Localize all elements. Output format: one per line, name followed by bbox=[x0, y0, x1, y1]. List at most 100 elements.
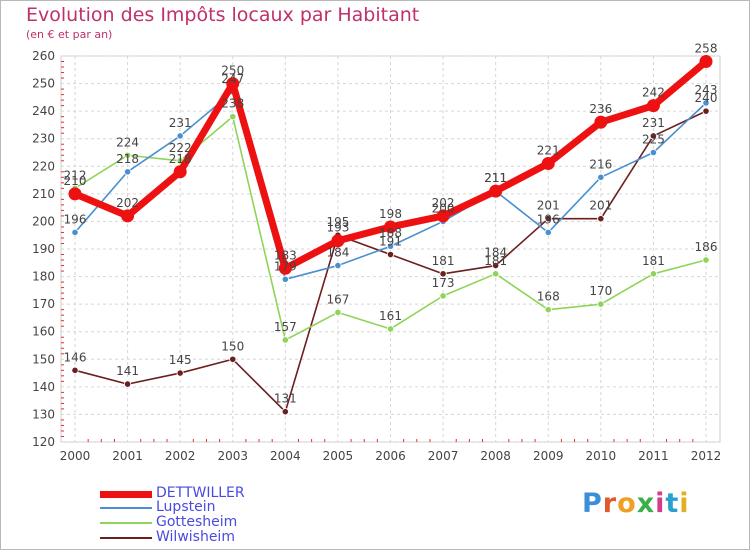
logo-letter: r bbox=[602, 488, 618, 519]
data-label: 231 bbox=[642, 116, 665, 130]
data-label: 211 bbox=[484, 171, 507, 185]
data-point-dettwiller bbox=[594, 115, 608, 129]
legend-label: DETTWILLER bbox=[156, 485, 245, 501]
data-point-lupstein bbox=[702, 99, 710, 107]
data-label: 238 bbox=[221, 97, 244, 111]
data-label: 198 bbox=[379, 207, 402, 221]
data-point-dettwiller bbox=[646, 99, 660, 113]
x-tick-label: 2007 bbox=[428, 449, 459, 463]
data-label: 191 bbox=[379, 235, 402, 249]
y-tick-label: 170 bbox=[32, 297, 55, 311]
x-tick-label: 2012 bbox=[691, 449, 722, 463]
data-label: 181 bbox=[642, 254, 665, 268]
logo-letter: P bbox=[582, 488, 603, 519]
data-label: 195 bbox=[326, 215, 349, 229]
data-label: 184 bbox=[326, 246, 349, 260]
x-tick-label: 2001 bbox=[112, 449, 143, 463]
data-point-wilwisheim bbox=[176, 369, 184, 377]
legend-entry-lupstein: Lupstein bbox=[100, 499, 320, 516]
data-point-wilwisheim bbox=[386, 250, 395, 259]
data-point-lupstein bbox=[334, 261, 342, 270]
data-label: 221 bbox=[537, 144, 560, 158]
data-point-gottesheim bbox=[597, 300, 605, 308]
data-label: 196 bbox=[537, 212, 560, 226]
data-point-lupstein bbox=[386, 242, 395, 250]
data-label: 240 bbox=[695, 91, 718, 105]
legend-label: Wilwisheim bbox=[156, 529, 235, 545]
data-label: 218 bbox=[169, 152, 192, 166]
data-point-dettwiller bbox=[68, 187, 82, 201]
data-label: 243 bbox=[695, 83, 718, 97]
data-point-wilwisheim bbox=[597, 215, 605, 223]
legend-swatch bbox=[100, 537, 152, 539]
data-label: 210 bbox=[64, 174, 87, 188]
logo-letter: i bbox=[655, 488, 666, 519]
data-point-gottesheim bbox=[702, 256, 710, 264]
data-point-dettwiller bbox=[436, 209, 450, 223]
x-tick-label: 2011 bbox=[638, 449, 669, 463]
x-tick-label: 2002 bbox=[165, 449, 196, 463]
data-label: 216 bbox=[589, 157, 612, 171]
chart-title: Evolution des Impôts locaux par Habitant bbox=[26, 4, 420, 26]
data-point-lupstein bbox=[71, 228, 79, 237]
data-label: 218 bbox=[116, 152, 139, 166]
legend-entry-dettwiller: DETTWILLER bbox=[100, 485, 320, 502]
data-label: 146 bbox=[64, 350, 87, 364]
data-label: 186 bbox=[695, 240, 718, 254]
data-label: 242 bbox=[642, 86, 665, 100]
proxiti-logo: Proxiti bbox=[582, 488, 690, 519]
data-label: 184 bbox=[484, 246, 507, 260]
data-point-wilwisheim bbox=[702, 107, 710, 115]
data-label: 202 bbox=[116, 196, 139, 210]
data-point-wilwisheim bbox=[439, 270, 447, 278]
data-label: 183 bbox=[274, 248, 297, 262]
legend-swatch bbox=[100, 507, 152, 509]
y-tick-label: 250 bbox=[32, 77, 55, 91]
data-label: 188 bbox=[379, 226, 402, 240]
data-label: 202 bbox=[432, 196, 455, 210]
data-label: 167 bbox=[326, 292, 349, 306]
data-point-dettwiller bbox=[489, 184, 503, 198]
data-label: 145 bbox=[169, 353, 192, 367]
y-tick-label: 200 bbox=[32, 214, 55, 228]
data-label: 173 bbox=[432, 276, 455, 290]
data-label: 250 bbox=[221, 64, 244, 78]
x-tick-label: 2008 bbox=[480, 449, 511, 463]
data-point-wilwisheim bbox=[492, 261, 500, 270]
data-point-lupstein bbox=[597, 173, 605, 181]
y-tick-label: 210 bbox=[32, 187, 55, 201]
data-label: 181 bbox=[432, 254, 455, 268]
data-point-lupstein bbox=[649, 148, 658, 157]
y-tick-label: 260 bbox=[32, 49, 55, 63]
data-label: 212 bbox=[64, 168, 87, 182]
data-point-wilwisheim bbox=[544, 215, 552, 223]
data-point-wilwisheim bbox=[649, 132, 658, 140]
data-point-gottesheim bbox=[492, 270, 500, 278]
data-point-gottesheim bbox=[123, 151, 132, 159]
data-label: 161 bbox=[379, 309, 402, 323]
data-label: 141 bbox=[116, 364, 139, 378]
y-tick-label: 120 bbox=[32, 435, 55, 449]
data-point-dettwiller bbox=[226, 77, 240, 91]
x-tick-label: 2010 bbox=[586, 449, 617, 463]
legend-label: Lupstein bbox=[156, 499, 216, 515]
data-point-wilwisheim bbox=[123, 380, 132, 388]
x-tick-label: 2005 bbox=[323, 449, 354, 463]
legend-entry-gottesheim: Gottesheim bbox=[100, 514, 320, 531]
logo-letter: i bbox=[679, 488, 690, 519]
data-label: 168 bbox=[537, 290, 560, 304]
data-point-lupstein bbox=[176, 132, 184, 140]
y-tick-label: 240 bbox=[32, 104, 55, 118]
data-point-gottesheim bbox=[334, 308, 342, 317]
x-tick-label: 2003 bbox=[217, 449, 248, 463]
y-tick-label: 130 bbox=[32, 407, 55, 421]
legend-label: Gottesheim bbox=[156, 514, 238, 530]
data-label: 193 bbox=[326, 221, 349, 235]
chart-subtitle: (en € et par an) bbox=[26, 28, 113, 41]
x-tick-label: 2004 bbox=[270, 449, 301, 463]
data-label: 236 bbox=[589, 102, 612, 116]
y-tick-label: 160 bbox=[32, 325, 55, 339]
data-label: 258 bbox=[695, 42, 718, 56]
y-tick-label: 150 bbox=[32, 352, 55, 366]
